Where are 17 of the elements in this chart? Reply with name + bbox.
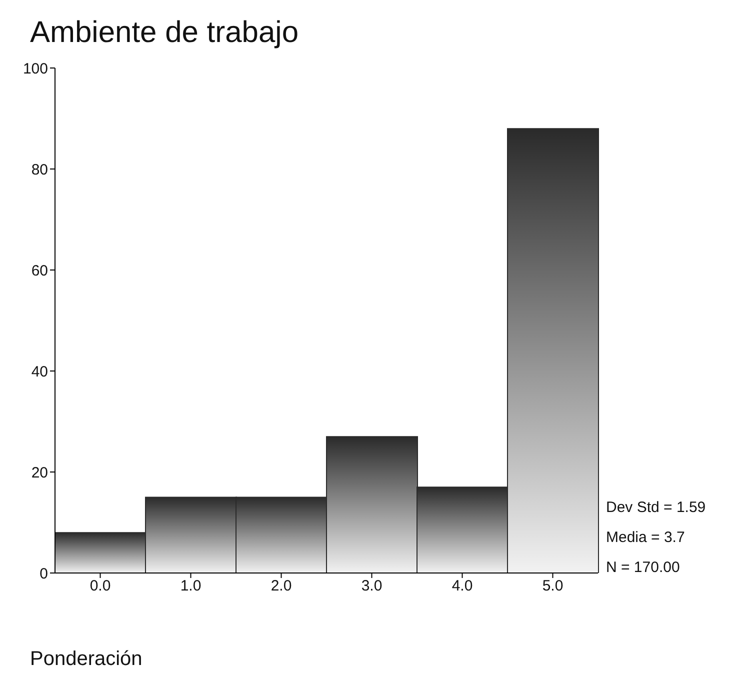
x-axis-title: Ponderación xyxy=(30,648,142,671)
y-tick-label: 0 xyxy=(40,565,48,582)
text: Media = 3.7 xyxy=(606,528,686,548)
x-tick-label: 4.0 xyxy=(452,578,473,595)
chart-title: Ambiente de trabajo xyxy=(30,16,299,50)
y-tick-label: 20 xyxy=(31,464,48,482)
y-tick-label: 80 xyxy=(31,161,48,178)
x-tick-label: 3.0 xyxy=(361,578,382,595)
x-tick-label: 5.0 xyxy=(542,578,564,595)
text: Dev Std = 1.59 xyxy=(606,498,706,518)
y-tick-label: 60 xyxy=(31,262,48,280)
y-tick-label: 100 xyxy=(22,60,48,78)
x-tick-label: 2.0 xyxy=(270,578,292,595)
x-tick-label: 1.0 xyxy=(180,578,202,595)
text: N = 170.00 xyxy=(606,558,681,578)
y-tick-label: 40 xyxy=(31,363,48,380)
x-tick-label: 0.0 xyxy=(90,578,111,595)
